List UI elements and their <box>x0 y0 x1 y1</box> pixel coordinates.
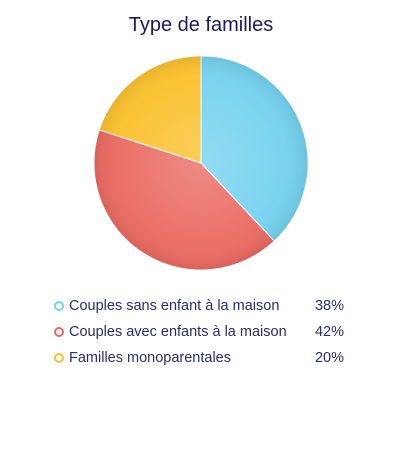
legend-item-couples-avec-enfants[interactable]: Couples avec enfants à la maison 42% <box>54 322 354 348</box>
legend-label: Familles monoparentales <box>69 350 231 366</box>
legend: Couples sans enfant à la maison 38% Coup… <box>54 296 354 374</box>
legend-item-couples-sans-enfant[interactable]: Couples sans enfant à la maison 38% <box>54 296 354 322</box>
legend-marker-icon <box>54 327 64 337</box>
chart-title: Type de familles <box>128 14 274 36</box>
legend-label: Couples avec enfants à la maison <box>69 324 287 340</box>
legend-value: 20% <box>314 350 344 366</box>
legend-marker-icon <box>54 301 64 311</box>
legend-value: 42% <box>314 324 344 340</box>
pie-chart <box>93 55 309 271</box>
legend-label: Couples sans enfant à la maison <box>69 298 280 314</box>
legend-item-familles-monoparentales[interactable]: Familles monoparentales 20% <box>54 348 354 374</box>
legend-value: 38% <box>314 298 344 314</box>
legend-marker-icon <box>54 353 64 363</box>
